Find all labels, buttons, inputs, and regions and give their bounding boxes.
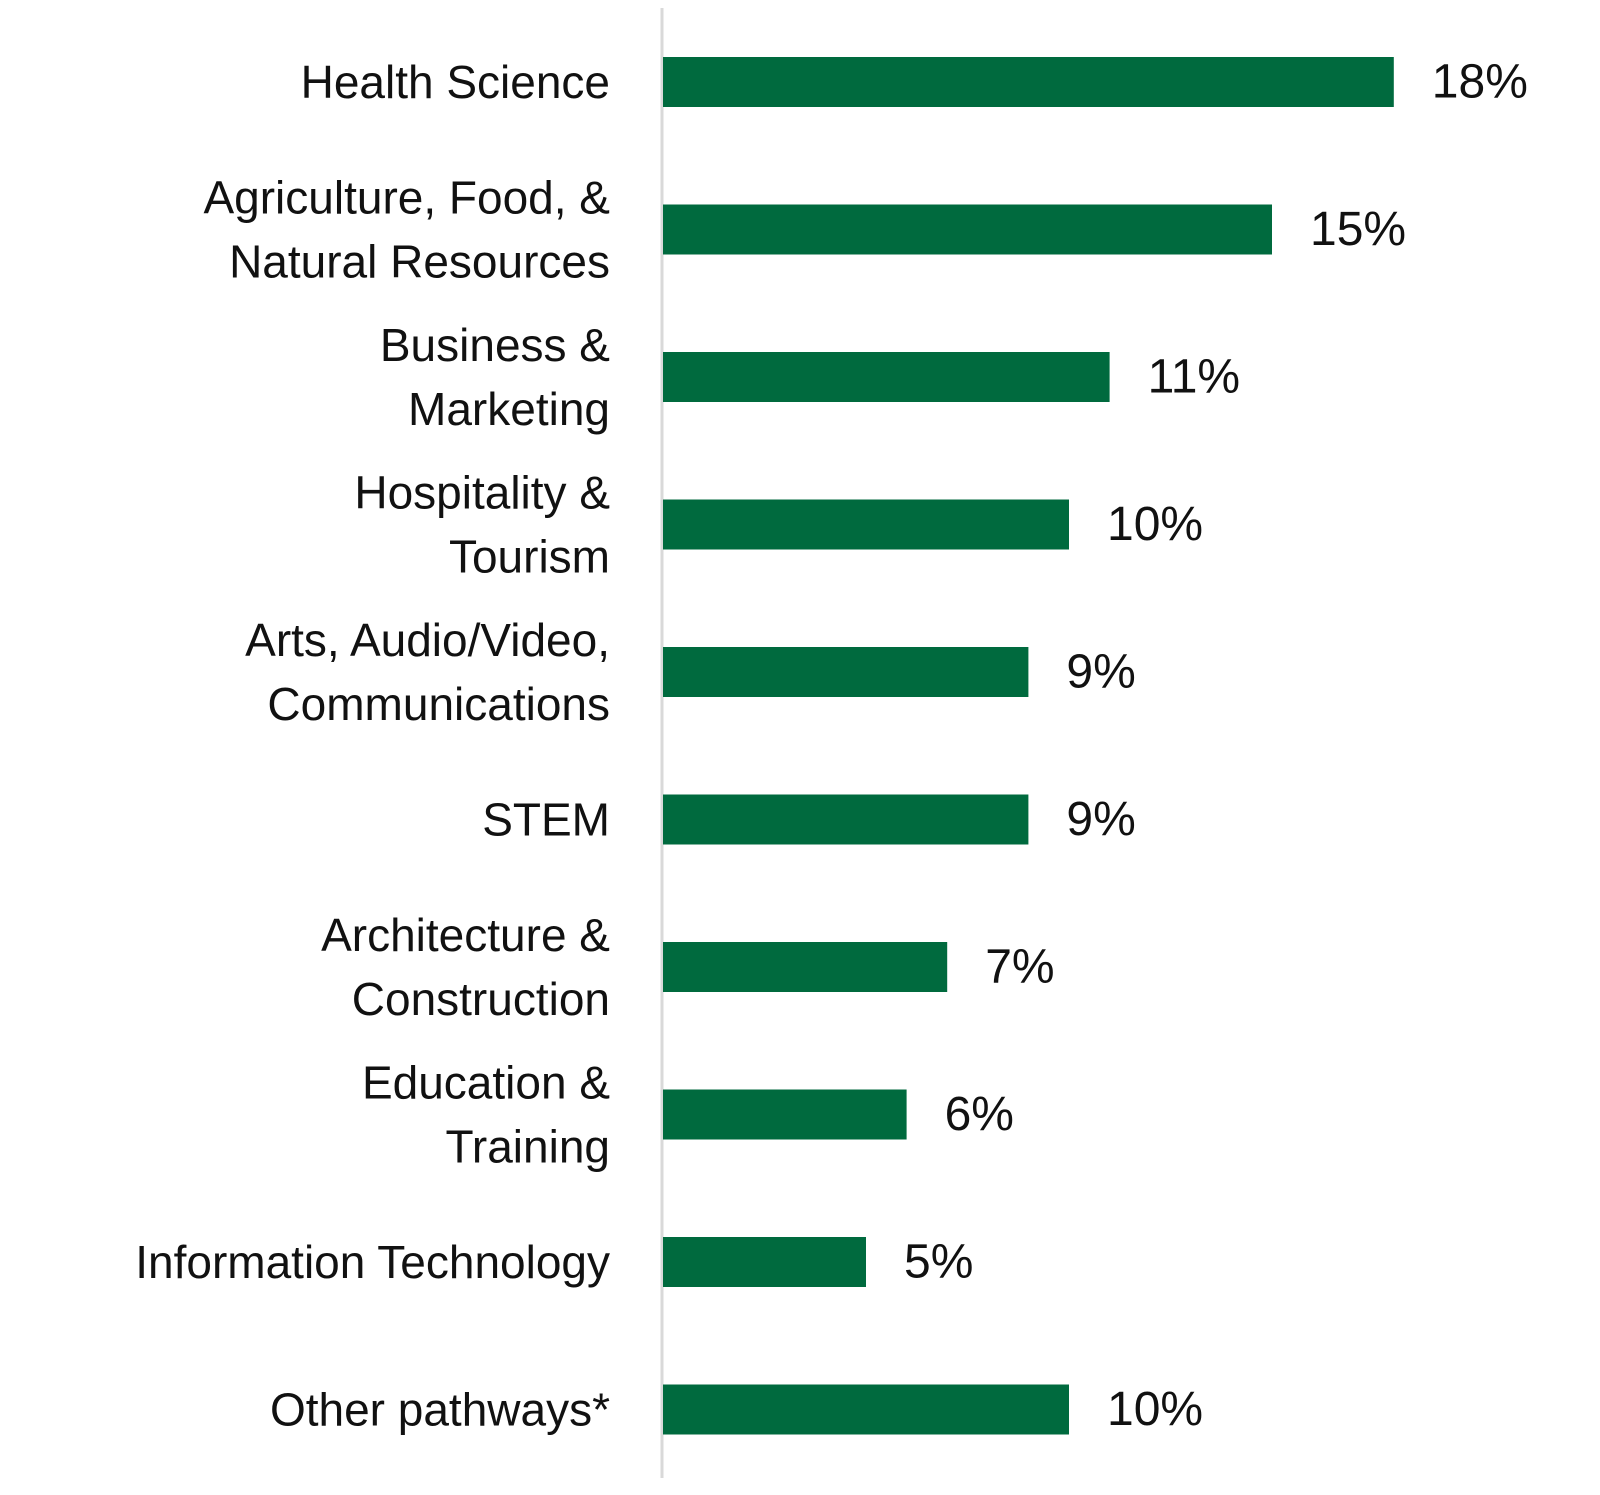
category-label-line: Business &	[380, 319, 610, 371]
category-label: STEM	[482, 794, 610, 846]
category-label-group: Health Science Agriculture, Food, & Natura…	[135, 56, 610, 1436]
value-label: 10%	[1107, 498, 1203, 551]
value-label-group: 18% 15% 11% 10% 9% 9% 7% 6% 5% 10%	[904, 56, 1528, 1437]
value-label: 5%	[904, 1236, 973, 1289]
bar	[663, 499, 1069, 550]
value-label: 6%	[945, 1088, 1014, 1141]
category-label-line: STEM	[482, 794, 610, 846]
value-label: 11%	[1148, 351, 1241, 404]
bar	[663, 1089, 907, 1140]
bar	[663, 1384, 1069, 1435]
category-label: Business & Marketing	[380, 319, 610, 435]
value-label: 9%	[1066, 793, 1135, 846]
category-label-line: Training	[446, 1121, 610, 1173]
category-label-line: Marketing	[408, 383, 610, 435]
bar-group	[663, 57, 1394, 1435]
bar	[663, 57, 1394, 107]
bar	[663, 647, 1029, 697]
value-label: 10%	[1107, 1383, 1203, 1436]
category-label: Education & Training	[362, 1057, 610, 1173]
category-label: Hospitality & Tourism	[354, 467, 610, 583]
bar	[663, 204, 1272, 255]
category-label: Agriculture, Food, & Natural Resources	[203, 172, 610, 288]
category-label-line: Architecture &	[321, 909, 610, 961]
category-label: Health Science	[301, 56, 610, 108]
bar	[663, 794, 1029, 845]
category-label-line: Agriculture, Food, &	[203, 172, 610, 224]
bar	[663, 1237, 866, 1287]
category-label: Other pathways*	[270, 1384, 610, 1436]
value-label: 15%	[1310, 203, 1406, 256]
category-label: Arts, Audio/Video, Communications	[245, 614, 610, 730]
category-label-line: Other pathways*	[270, 1384, 610, 1436]
category-label-line: Natural Resources	[229, 236, 610, 288]
category-label-line: Education &	[362, 1057, 610, 1109]
value-label: 7%	[985, 941, 1054, 994]
bar	[663, 942, 948, 992]
value-label: 18%	[1432, 56, 1528, 109]
category-label-line: Information Technology	[135, 1236, 610, 1288]
category-label: Information Technology	[135, 1236, 610, 1288]
value-label: 9%	[1066, 646, 1135, 699]
bar	[663, 352, 1110, 402]
category-label-line: Communications	[267, 678, 610, 730]
category-label-line: Construction	[352, 973, 610, 1025]
category-label-line: Arts, Audio/Video,	[245, 614, 610, 666]
category-label-line: Hospitality &	[354, 467, 610, 519]
category-label: Architecture & Construction	[321, 909, 610, 1025]
category-label-line: Tourism	[449, 531, 610, 583]
category-label-line: Health Science	[301, 56, 610, 108]
